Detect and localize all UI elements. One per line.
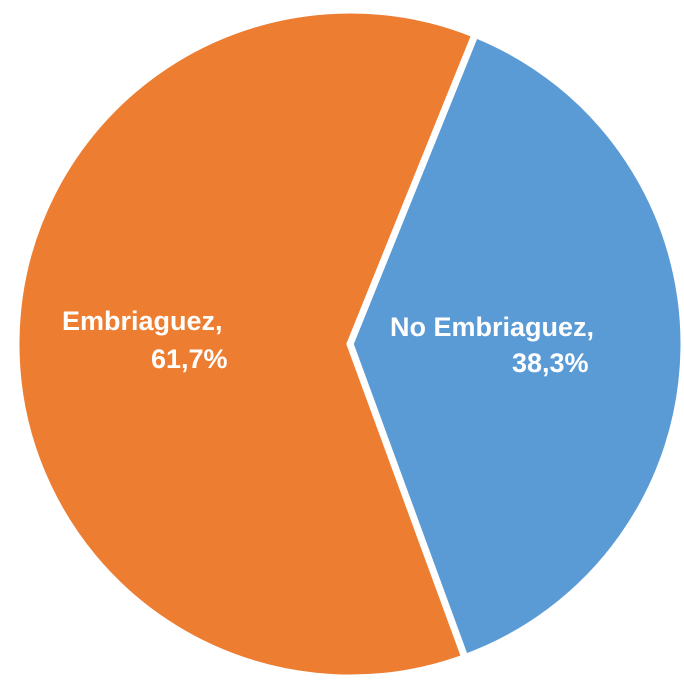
pie-labels: No Embriaguez, 38,3% Embriaguez, 61,7% (62, 306, 594, 378)
pie-slices (12, 6, 684, 682)
slice-label-embriaguez-value: 61,7% (151, 344, 228, 374)
slice-label-no-embriaguez-value: 38,3% (512, 348, 589, 378)
slice-label-no-embriaguez-name: No Embriaguez, (390, 312, 594, 342)
slice-label-embriaguez-name: Embriaguez, (62, 306, 223, 336)
pie-slice-embriaguez (12, 6, 480, 682)
